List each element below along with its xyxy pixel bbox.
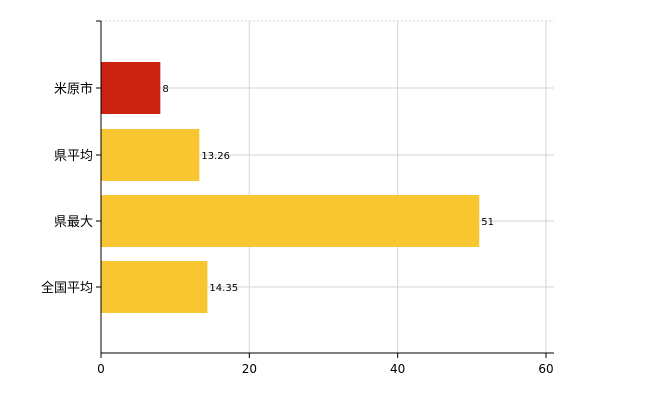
bar-1 bbox=[101, 129, 200, 181]
bar-0 bbox=[101, 62, 161, 114]
labels: 8 米原市 13.26 県平均 51 県最大 14.35 全国平均 0 20 40 60 bbox=[41, 81, 554, 376]
bar-3 bbox=[101, 261, 208, 313]
category-label-0: 米原市 bbox=[54, 81, 93, 97]
category-label-1: 県平均 bbox=[54, 149, 93, 164]
category-label-2: 県最大 bbox=[54, 215, 93, 230]
ticks bbox=[96, 20, 547, 358]
x-tick-label-40: 40 bbox=[390, 362, 405, 376]
category-label-3: 全国平均 bbox=[41, 280, 93, 296]
x-tick-label-0: 0 bbox=[97, 362, 105, 376]
value-label-3: 14.35 bbox=[209, 283, 238, 294]
bars bbox=[101, 62, 480, 313]
value-label-0: 8 bbox=[162, 84, 168, 95]
axes bbox=[100, 21, 554, 354]
x-tick-label-60: 60 bbox=[538, 362, 553, 376]
value-label-1: 13.26 bbox=[201, 151, 230, 162]
value-label-2: 51 bbox=[481, 217, 494, 228]
bar-2 bbox=[101, 195, 480, 247]
x-tick-label-20: 20 bbox=[242, 362, 257, 376]
